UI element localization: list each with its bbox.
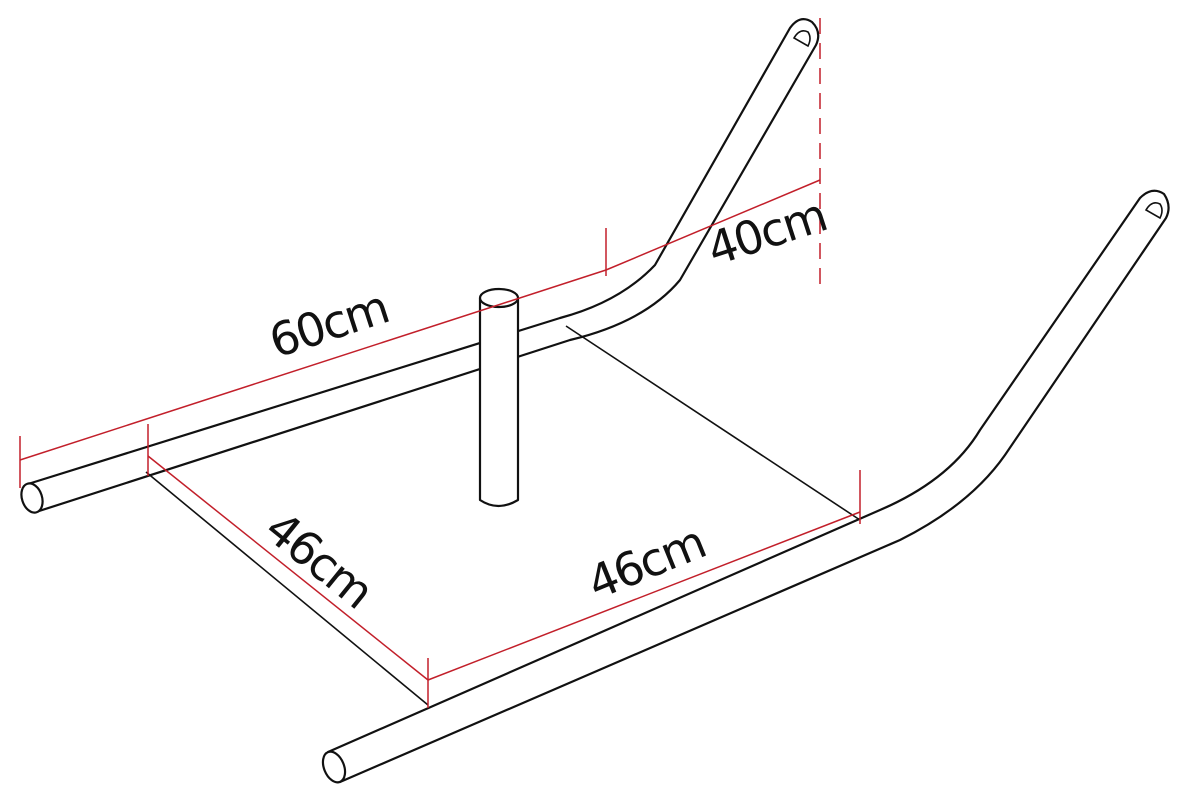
front-runner xyxy=(321,189,1170,784)
back-handle-eyelet xyxy=(792,30,811,48)
plate-right-edge xyxy=(565,325,861,521)
weight-post-body xyxy=(478,296,520,508)
base-plate xyxy=(145,325,861,706)
dim-60cm-line xyxy=(19,269,607,461)
front-handle-eyelet xyxy=(1144,202,1163,220)
back-runner xyxy=(20,17,820,514)
front-runner-end-cap xyxy=(321,750,347,784)
label-plate-depth: 46cm xyxy=(255,501,383,619)
dimension-lines xyxy=(19,18,861,708)
dim-40cm-line xyxy=(605,179,821,271)
dim-46cm-width-line xyxy=(427,511,861,681)
dim-46cm-depth-line xyxy=(147,455,429,681)
back-runner-tube xyxy=(26,17,820,514)
weight-post xyxy=(478,287,520,508)
back-runner-end-cap xyxy=(20,482,44,514)
plate-left-edge xyxy=(145,471,429,706)
label-runner-length: 60cm xyxy=(263,280,394,369)
front-runner-tube xyxy=(326,189,1170,784)
